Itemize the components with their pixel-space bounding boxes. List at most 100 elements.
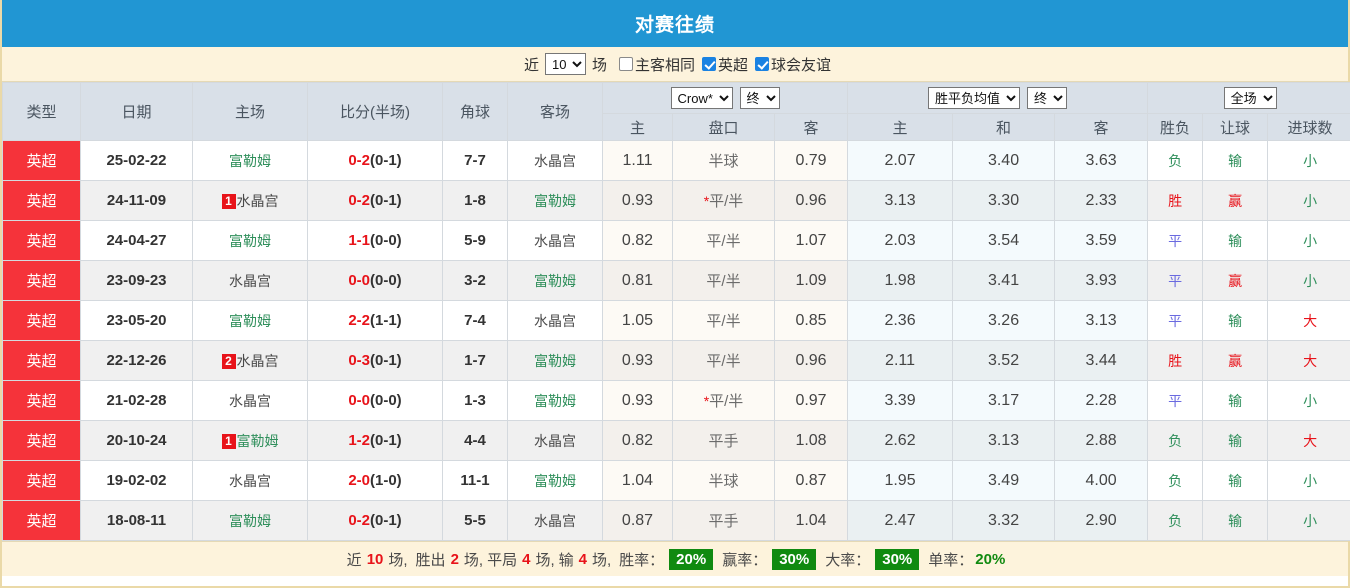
hcap-rate-value: 30% [772,548,817,570]
cell-home-team[interactable]: 富勒姆 [192,140,308,181]
cell-odds-draw: 3.26 [952,300,1056,341]
cell-home-team[interactable]: 2 水晶宫 [192,340,308,381]
cell-league-type[interactable]: 英超 [2,340,81,381]
cell-league-type[interactable]: 英超 [2,180,81,221]
cell-away-team[interactable]: 富勒姆 [507,340,603,381]
col-odds-draw[interactable]: 和 [952,113,1056,141]
cell-home-team[interactable]: 1 水晶宫 [192,180,308,221]
cell-result-wdl: 平 [1147,220,1204,261]
cell-league-type[interactable]: 英超 [2,460,81,501]
cell-score[interactable]: 0-2(0-1) [307,140,443,181]
cell-handicap-line: 平/半 [672,220,775,261]
cell-handicap-away: 0.79 [773,140,849,181]
cell-league-type[interactable]: 英超 [2,420,81,461]
league-friendly-checkbox[interactable] [755,57,770,71]
same-venue-checkbox[interactable] [618,57,633,71]
col-away[interactable]: 客场 [507,82,603,141]
cell-away-team[interactable]: 富勒姆 [507,380,603,421]
cell-odds-draw: 3.49 [952,460,1056,501]
summary-losses-label: 输 [558,551,574,569]
table-body: 英超 25-02-22 富勒姆 0-2(0-1) 7-7 水晶宫 1.11 半球 0.79 2.0… [2,140,1350,541]
cell-result-goals: 小 [1267,500,1350,541]
cell-score[interactable]: 1-2(0-1) [307,420,443,461]
cell-result-handicap: 赢 [1202,340,1269,381]
cell-league-type[interactable]: 英超 [2,140,81,181]
col-type[interactable]: 类型 [2,82,81,141]
table-row[interactable]: 英超 21-02-28 水晶宫 0-0(0-0) 1-3 富勒姆 0.93 *平/半 0.97 3… [2,380,1350,421]
cell-home-team[interactable]: 水晶宫 [192,380,308,421]
cell-corner: 7-4 [442,300,508,341]
scope-select[interactable]: 全场 [1223,87,1277,109]
match-count-select[interactable]: 10 [544,53,586,75]
cell-home-team[interactable]: 水晶宫 [192,460,308,501]
cell-odds-draw: 3.54 [952,220,1056,261]
cell-handicap-home: 1.04 [602,460,673,501]
cell-away-team[interactable]: 水晶宫 [507,500,603,541]
table-row[interactable]: 英超 20-10-24 1 富勒姆 1-2(0-1) 4-4 水晶宫 0.82 平手 1.08 2.… [2,420,1350,461]
cell-score[interactable]: 0-2(0-1) [307,180,443,221]
col-score[interactable]: 比分(半场) [307,82,443,141]
cell-handicap-line: 半球 [672,460,775,501]
table-row[interactable]: 英超 25-02-22 富勒姆 0-2(0-1) 7-7 水晶宫 1.11 半球 0.79 2.0… [2,140,1350,181]
col-hcap-away[interactable]: 客 [773,113,849,141]
table-row[interactable]: 英超 23-05-20 富勒姆 2-2(1-1) 7-4 水晶宫 1.05 平/半 0.85 2.… [2,300,1350,341]
league-epl-checkbox[interactable] [702,57,716,71]
col-hcap-home[interactable]: 主 [602,113,673,141]
table-row[interactable]: 英超 22-12-26 2 水晶宫 0-3(0-1) 1-7 富勒姆 0.93 平/半 0.96 2… [2,340,1350,381]
cell-score[interactable]: 0-0(0-0) [307,260,443,301]
cell-score[interactable]: 2-2(1-1) [307,300,443,341]
cell-date: 20-10-24 [80,420,193,461]
table-row[interactable]: 英超 23-09-23 水晶宫 0-0(0-0) 3-2 富勒姆 0.81 平/半 1.09 1.… [2,260,1350,301]
cell-odds-home: 2.36 [847,300,954,341]
cell-league-type[interactable]: 英超 [2,260,81,301]
col-result-goals[interactable]: 进球数 [1267,113,1350,141]
league-friendly-label: 球会友谊 [771,56,832,74]
cell-league-type[interactable]: 英超 [2,380,81,421]
col-hcap-line[interactable]: 盘口 [672,113,775,141]
cell-away-team[interactable]: 富勒姆 [507,460,603,501]
cell-score[interactable]: 0-0(0-0) [307,380,443,421]
table-row[interactable]: 英超 19-02-02 水晶宫 2-0(1-0) 11-1 富勒姆 1.04 半球 0.87 1.… [2,460,1350,501]
odds-time-select[interactable]: 终 [1027,87,1068,109]
col-odds-home[interactable]: 主 [847,113,954,141]
cell-odds-home: 2.11 [847,340,954,381]
cell-score[interactable]: 0-3(0-1) [307,340,443,381]
cell-handicap-home: 0.93 [602,340,673,381]
handicap-time-select[interactable]: 终 [739,87,780,109]
cell-score[interactable]: 1-1(0-0) [307,220,443,261]
summary-unit-4: 场, [591,551,612,569]
cell-result-wdl: 负 [1147,420,1204,461]
cell-home-team[interactable]: 富勒姆 [192,300,308,341]
col-home[interactable]: 主场 [192,82,308,141]
cell-away-team[interactable]: 水晶宫 [507,300,603,341]
cell-away-team[interactable]: 富勒姆 [507,180,603,221]
cell-league-type[interactable]: 英超 [2,220,81,261]
col-result-hcap[interactable]: 让球 [1202,113,1269,141]
cell-away-team[interactable]: 富勒姆 [507,260,603,301]
summary-draws: 4 [522,550,531,568]
cell-corner: 1-8 [442,180,508,221]
cell-score[interactable]: 2-0(1-0) [307,460,443,501]
cell-away-team[interactable]: 水晶宫 [507,420,603,461]
cell-odds-away: 2.28 [1054,380,1149,421]
cell-league-type[interactable]: 英超 [2,500,81,541]
col-odds-away[interactable]: 客 [1054,113,1149,141]
cell-result-wdl: 平 [1147,260,1204,301]
cell-league-type[interactable]: 英超 [2,300,81,341]
cell-home-team[interactable]: 1 富勒姆 [192,420,308,461]
cell-away-team[interactable]: 水晶宫 [507,220,603,261]
cell-home-team[interactable]: 富勒姆 [192,220,308,261]
cell-date: 19-02-02 [80,460,193,501]
cell-away-team[interactable]: 水晶宫 [507,140,603,181]
col-corner[interactable]: 角球 [442,82,508,141]
handicap-book-select[interactable]: Crow* [670,87,733,109]
col-date[interactable]: 日期 [80,82,193,141]
cell-home-team[interactable]: 水晶宫 [192,260,308,301]
cell-score[interactable]: 0-2(0-1) [307,500,443,541]
odds-book-select[interactable]: 胜平负均值 [928,87,1021,109]
table-row[interactable]: 英超 18-08-11 富勒姆 0-2(0-1) 5-5 水晶宫 0.87 平手 1.04 2.4… [2,500,1350,541]
table-row[interactable]: 英超 24-04-27 富勒姆 1-1(0-0) 5-9 水晶宫 0.82 平/半 1.07 2.… [2,220,1350,261]
table-row[interactable]: 英超 24-11-09 1 水晶宫 0-2(0-1) 1-8 富勒姆 0.93 *平/半 0.96… [2,180,1350,221]
cell-home-team[interactable]: 富勒姆 [192,500,308,541]
col-result-wdl[interactable]: 胜负 [1147,113,1204,141]
